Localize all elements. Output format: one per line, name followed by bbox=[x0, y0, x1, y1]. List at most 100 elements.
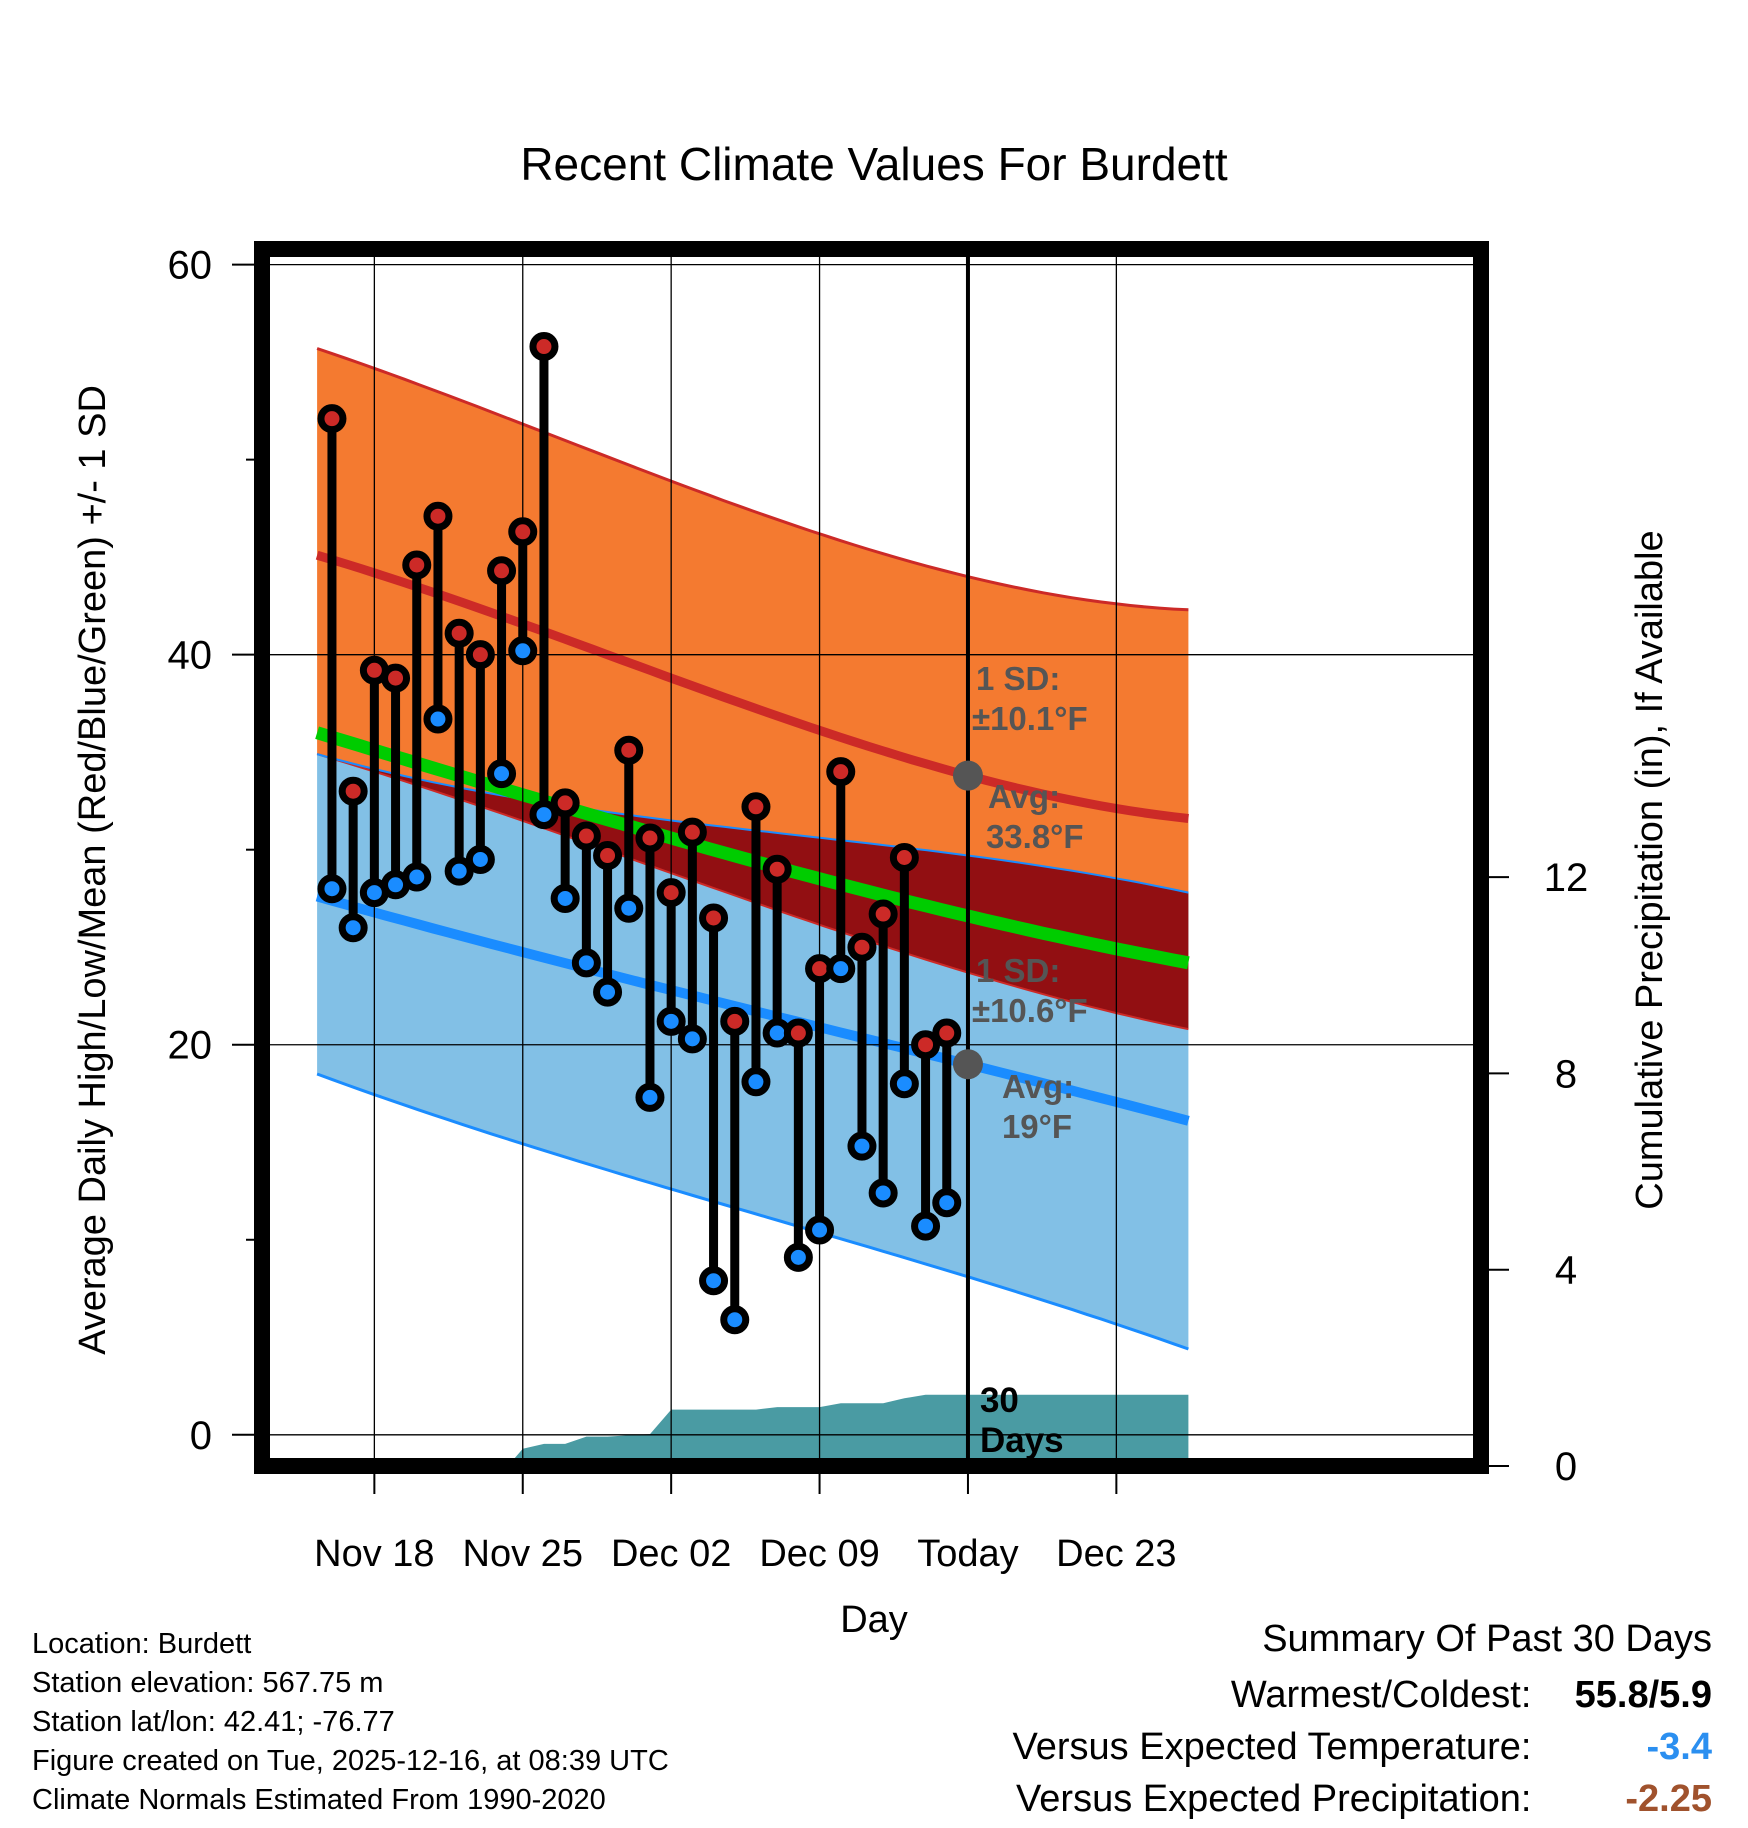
y-tick-label: 0 bbox=[190, 1414, 212, 1458]
daily-high-point bbox=[826, 757, 856, 787]
days-word-label: Days bbox=[980, 1421, 1064, 1460]
low-avg-label: Avg: bbox=[1002, 1068, 1074, 1105]
daily-high-point bbox=[889, 843, 919, 872]
daily-high-point bbox=[635, 823, 665, 853]
summary-warmest-row: Warmest/Coldest: 55.8/5.9 bbox=[1013, 1669, 1712, 1721]
daily-high-point bbox=[444, 618, 474, 648]
warmest-coldest-label: Warmest/Coldest: bbox=[1230, 1674, 1532, 1716]
daily-low-point bbox=[847, 1131, 877, 1161]
daily-low-point bbox=[423, 704, 453, 734]
y-tick-label: 40 bbox=[168, 634, 213, 678]
low-avg-value: 19°F bbox=[1002, 1108, 1072, 1145]
y-axis-right-label: Cumulative Precipitation (in), If Availa… bbox=[1629, 530, 1671, 1209]
daily-high-point bbox=[656, 878, 686, 908]
y-right-tick-label: 4 bbox=[1555, 1249, 1577, 1293]
daily-low-point bbox=[571, 948, 601, 978]
daily-high-point bbox=[677, 817, 707, 847]
daily-low-point bbox=[402, 862, 432, 892]
daily-high-point bbox=[508, 517, 538, 547]
daily-low-point bbox=[444, 856, 474, 886]
daily-high-point bbox=[741, 792, 771, 822]
daily-high-point bbox=[911, 1030, 941, 1060]
high-avg-line bbox=[315, 550, 1189, 823]
low-lower-line bbox=[316, 1072, 1189, 1351]
station-info: Location: Burdett Station elevation: 567… bbox=[32, 1625, 669, 1820]
daily-low-point bbox=[677, 1024, 707, 1054]
daily-low-point bbox=[529, 800, 559, 830]
high-upper-line bbox=[316, 347, 1189, 612]
x-tick-label: Dec 23 bbox=[1056, 1533, 1176, 1575]
daily-low-point bbox=[317, 874, 347, 904]
low-sd-label: 1 SD: bbox=[976, 952, 1060, 989]
x-tick-label: Today bbox=[917, 1533, 1018, 1575]
plot-frame bbox=[254, 241, 1489, 1474]
info-location: Location: Burdett bbox=[32, 1628, 252, 1660]
daily-high-point bbox=[381, 663, 411, 693]
daily-low-point bbox=[593, 977, 623, 1007]
daily-high-point bbox=[550, 788, 580, 818]
daily-high-point bbox=[571, 821, 601, 851]
x-tick-label: Nov 25 bbox=[463, 1533, 583, 1575]
daily-high-point bbox=[783, 1018, 813, 1048]
daily-low-point bbox=[783, 1242, 813, 1272]
y-right-tick-label: 12 bbox=[1544, 856, 1589, 900]
high-sd-value: ±10.1°F bbox=[972, 700, 1088, 737]
daily-low-point bbox=[868, 1178, 898, 1208]
daily-low-point bbox=[911, 1211, 941, 1241]
low-avg-marker bbox=[952, 1049, 983, 1080]
daily-high-point bbox=[402, 550, 432, 580]
daily-low-point bbox=[699, 1266, 729, 1296]
chart-title: Recent Climate Values For Burdett bbox=[520, 138, 1228, 190]
daily-high-point bbox=[847, 932, 877, 962]
high-sd-label: 1 SD: bbox=[976, 660, 1060, 697]
daily-low-point bbox=[338, 913, 368, 943]
daily-low-point bbox=[635, 1082, 665, 1112]
summary-precip-row: Versus Expected Precipitation: -2.25 bbox=[1013, 1773, 1712, 1825]
high-avg-value: 33.8°F bbox=[986, 818, 1084, 855]
high-avg-marker bbox=[952, 760, 983, 791]
daily-high-point bbox=[338, 776, 368, 806]
daily-high-point bbox=[699, 903, 729, 933]
daily-low-point bbox=[826, 954, 856, 984]
summary-title: Summary Of Past 30 Days bbox=[1262, 1618, 1712, 1660]
info-latlon: Station lat/lon: 42.41; -76.77 bbox=[32, 1706, 395, 1738]
summary-temp-row: Versus Expected Temperature: -3.4 bbox=[1013, 1721, 1712, 1773]
x-axis-label: Day bbox=[840, 1599, 908, 1641]
daily-low-point bbox=[741, 1067, 771, 1097]
y-right-tick-label: 0 bbox=[1555, 1445, 1577, 1489]
x-tick-label: Dec 09 bbox=[759, 1533, 879, 1575]
daily-high-point bbox=[614, 735, 644, 765]
daily-low-point bbox=[465, 844, 495, 874]
daily-high-point bbox=[762, 854, 792, 884]
daily-low-point bbox=[550, 883, 580, 913]
daily-low-point bbox=[656, 1006, 686, 1036]
low-sd-value: ±10.6°F bbox=[972, 992, 1088, 1029]
high-avg-label: Avg: bbox=[988, 778, 1060, 815]
daily-low-point bbox=[487, 759, 517, 789]
daily-low-point bbox=[805, 1215, 835, 1245]
daily-high-point bbox=[720, 1006, 750, 1036]
x-tick-label: Nov 18 bbox=[314, 1533, 434, 1575]
daily-low-point bbox=[889, 1069, 919, 1099]
daily-low-point bbox=[932, 1188, 962, 1218]
y-axis-label: Average Daily High/Low/Mean (Red/Blue/Gr… bbox=[72, 385, 114, 1355]
daily-high-point bbox=[529, 332, 559, 362]
daily-high-point bbox=[593, 841, 623, 871]
info-created: Figure created on Tue, 2025-12-16, at 08… bbox=[32, 1745, 669, 1777]
y-right-tick-label: 8 bbox=[1555, 1052, 1577, 1096]
warmest-coldest-value: 55.8/5.9 bbox=[1574, 1674, 1712, 1716]
daily-low-point bbox=[614, 893, 644, 923]
daily-high-point bbox=[487, 556, 517, 586]
daily-high-point bbox=[317, 404, 347, 434]
temp-vs-expected-label: Versus Expected Temperature: bbox=[1012, 1726, 1532, 1768]
temp-vs-expected-value: -3.4 bbox=[1646, 1726, 1712, 1768]
summary-panel: Summary Of Past 30 Days Warmest/Coldest:… bbox=[1013, 1618, 1712, 1825]
days-count-label: 30 bbox=[980, 1381, 1019, 1420]
daily-low-point bbox=[508, 636, 538, 666]
daily-high-point bbox=[465, 640, 495, 670]
x-tick-label: Dec 02 bbox=[611, 1533, 731, 1575]
info-elevation: Station elevation: 567.75 m bbox=[32, 1667, 384, 1699]
y-tick-label: 20 bbox=[168, 1024, 213, 1068]
